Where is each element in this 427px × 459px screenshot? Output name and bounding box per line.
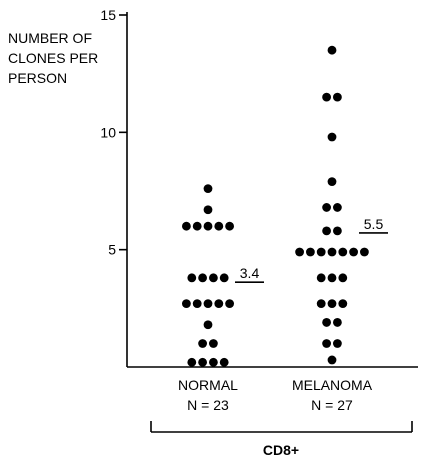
data-point — [316, 273, 326, 283]
data-point — [360, 247, 369, 257]
category-labels: NORMAL N = 23 MELANOMA N = 27 — [178, 377, 373, 413]
data-point — [322, 226, 331, 236]
data-point — [306, 247, 315, 257]
category-n: N = 27 — [311, 397, 353, 413]
y-axis-label-line-3: PERSON — [8, 70, 67, 86]
data-point — [203, 205, 213, 215]
data-points — [182, 45, 369, 367]
data-point — [316, 247, 326, 257]
data-point — [327, 355, 337, 365]
mean-markers: 3.4 5.5 — [235, 216, 388, 284]
data-point — [214, 299, 224, 309]
data-point — [327, 132, 337, 142]
data-point — [182, 299, 191, 309]
data-point — [327, 299, 337, 309]
y-axis-ticks: 5 10 15 — [100, 7, 127, 258]
data-point — [182, 221, 191, 231]
data-point — [333, 226, 342, 236]
data-point — [327, 247, 337, 257]
data-point — [333, 92, 342, 102]
data-point — [198, 273, 208, 283]
data-point — [219, 273, 229, 283]
y-tick-label: 10 — [100, 124, 116, 140]
group-label: CD8+ — [263, 442, 299, 458]
data-point — [322, 318, 331, 327]
group-bracket: CD8+ — [150, 421, 413, 458]
category-name: MELANOMA — [292, 377, 373, 393]
category-n: N = 23 — [187, 397, 229, 413]
data-point — [316, 299, 326, 309]
data-point — [198, 339, 208, 348]
mean-label: 5.5 — [364, 216, 384, 232]
data-point — [338, 247, 348, 257]
data-point — [333, 318, 342, 327]
data-point — [187, 273, 197, 283]
data-point — [198, 357, 208, 367]
data-point — [209, 339, 218, 348]
data-point — [295, 247, 304, 257]
data-point — [214, 221, 224, 231]
data-point — [187, 357, 197, 367]
data-point — [192, 299, 202, 309]
y-axis-label: NUMBER OF CLONES PER PERSON — [8, 30, 98, 86]
data-point — [225, 299, 235, 309]
data-point — [338, 273, 348, 283]
data-point — [322, 203, 331, 212]
y-tick-label: 15 — [100, 7, 116, 23]
mean-label: 3.4 — [240, 265, 260, 281]
data-point — [349, 247, 358, 257]
data-point — [338, 299, 348, 309]
data-point — [192, 221, 202, 231]
data-point — [203, 221, 213, 231]
data-point — [219, 357, 229, 367]
data-point — [209, 273, 218, 283]
data-point — [327, 45, 337, 55]
y-axis-label-line-1: NUMBER OF — [8, 30, 92, 46]
data-point — [327, 273, 337, 283]
category-name: NORMAL — [178, 377, 238, 393]
data-point — [203, 184, 213, 194]
y-axis-label-line-2: CLONES PER — [8, 50, 98, 66]
data-point — [225, 221, 235, 231]
data-point — [203, 320, 213, 330]
data-point — [203, 299, 213, 309]
data-point — [322, 339, 331, 348]
data-point — [333, 203, 342, 212]
y-tick-label: 5 — [108, 242, 116, 258]
data-point — [322, 92, 331, 102]
data-point — [209, 357, 218, 367]
data-point — [327, 177, 337, 187]
data-point — [333, 339, 342, 348]
